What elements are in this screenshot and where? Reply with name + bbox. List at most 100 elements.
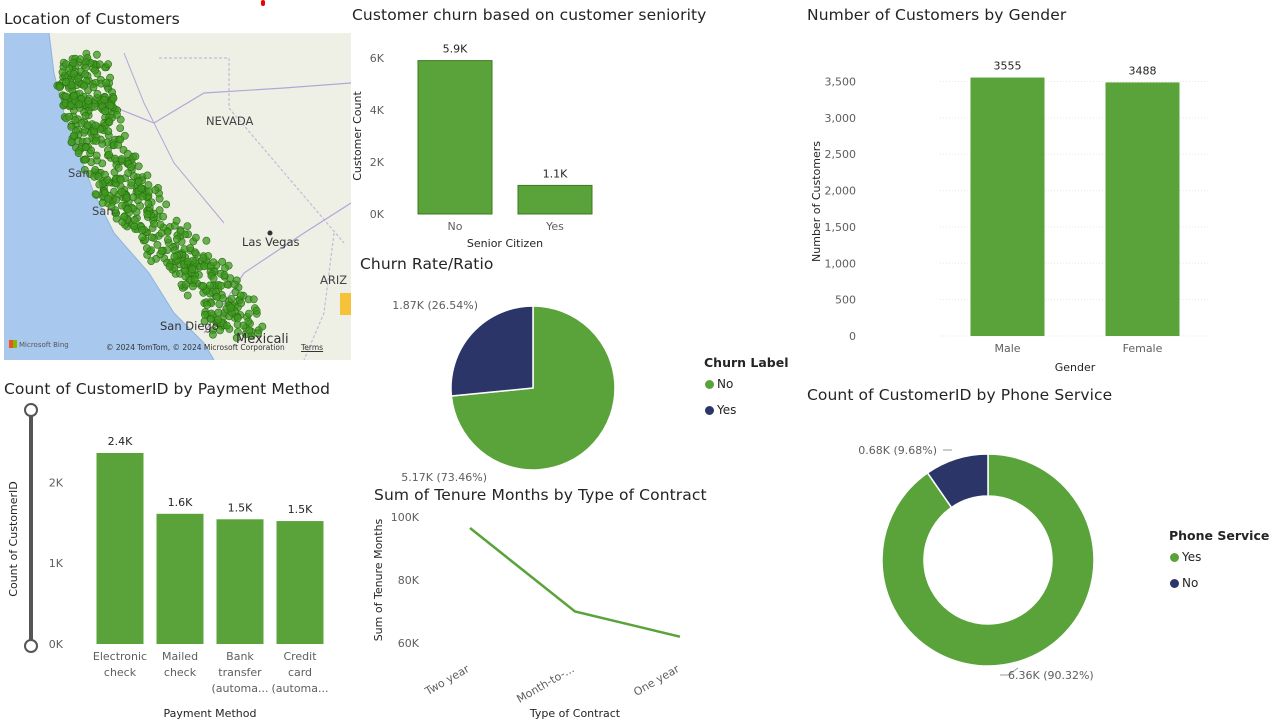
phone-legend-title: Phone Service xyxy=(1169,528,1270,543)
customer-dot xyxy=(70,131,78,140)
y-axis-title: Count of CustomerID xyxy=(7,481,20,596)
customer-dot xyxy=(114,163,123,172)
customer-dot xyxy=(191,233,200,242)
bar[interactable] xyxy=(517,184,593,215)
customer-dot xyxy=(92,151,101,160)
customer-dots xyxy=(53,49,267,342)
customer-dot xyxy=(163,235,172,244)
y-tick-label: 1,000 xyxy=(825,257,857,270)
customer-dot xyxy=(142,244,151,253)
zoom-slider-handle-bottom[interactable] xyxy=(24,639,38,653)
y-tick-label: 4K xyxy=(370,104,385,117)
bar[interactable] xyxy=(216,519,264,644)
pie-slice[interactable] xyxy=(450,305,534,397)
y-tick-label: 60K xyxy=(398,637,420,650)
gender-chart[interactable]: 0 500 1,000 1,500 2,000 2,500 3,000 3,500 3555 Ma… xyxy=(800,30,1230,380)
y-tick-label: 0K xyxy=(49,638,64,651)
churn-pie-chart[interactable]: 5.17K (73.46%) 1.87K (26.54%) xyxy=(390,280,740,490)
y-tick-label: 2,500 xyxy=(825,148,857,161)
customer-dot xyxy=(186,244,195,252)
customer-dot xyxy=(165,262,174,271)
customer-dot xyxy=(214,308,223,317)
coastline xyxy=(48,33,215,360)
customer-dot xyxy=(183,257,192,266)
customer-dot xyxy=(111,154,119,163)
bar-data-label: 1.5K xyxy=(288,503,313,516)
pie-slice[interactable] xyxy=(926,453,989,509)
customer-dot xyxy=(138,192,147,201)
customer-dot xyxy=(176,227,185,236)
customer-dot xyxy=(65,64,74,73)
bing-logo-icon xyxy=(9,340,17,348)
map-terms-link[interactable]: Terms xyxy=(301,343,324,352)
customer-dot xyxy=(91,66,99,75)
customer-dot xyxy=(134,162,143,171)
customer-dot xyxy=(69,59,78,67)
zoom-slider-handle-top[interactable] xyxy=(24,403,38,417)
customer-dot xyxy=(80,81,88,90)
customer-dot xyxy=(81,143,90,152)
x-tick-label: Month-to-... xyxy=(514,662,576,705)
legend-item-yes[interactable]: Yes xyxy=(1170,550,1201,564)
legend-item-no[interactable]: No xyxy=(705,377,733,391)
bing-logo: Microsoft Bing xyxy=(9,340,69,349)
customer-dot xyxy=(123,149,132,158)
pie-slice[interactable] xyxy=(881,453,1095,667)
legend-item-yes[interactable]: Yes xyxy=(705,403,736,417)
customer-location-map[interactable]: NEVADA San San Las Vegas ARIZ San Diego … xyxy=(4,33,351,360)
customer-dot xyxy=(70,92,78,100)
customer-dot xyxy=(172,235,181,244)
x-tick-label: No xyxy=(448,220,463,233)
x-tick-label: One year xyxy=(631,662,682,699)
customer-dot xyxy=(105,118,114,126)
map-place-ariz: ARIZ xyxy=(320,273,348,287)
customer-dot xyxy=(188,265,197,273)
map-place-nevada: NEVADA xyxy=(206,114,254,128)
payment-chart[interactable]: 0K 1K 2K 2.4K Electronic check 1.6K Mailed check… xyxy=(0,400,350,720)
customer-dot xyxy=(137,184,146,193)
x-axis-title: Gender xyxy=(1055,361,1096,374)
x-tick-label: Mailed xyxy=(162,650,198,663)
bar[interactable] xyxy=(276,521,324,644)
customer-dot xyxy=(188,282,197,291)
tenure-line[interactable] xyxy=(469,527,681,638)
payment-chart-title: Count of CustomerID by Payment Method xyxy=(4,380,331,398)
customer-dot xyxy=(144,199,153,208)
customer-dot xyxy=(162,200,171,209)
y-tick-label: 2K xyxy=(370,156,385,169)
y-tick-label: 80K xyxy=(398,574,420,587)
customer-dot xyxy=(84,96,93,105)
legend-item-no[interactable]: No xyxy=(1170,576,1198,590)
legend-swatch xyxy=(705,406,714,415)
x-tick-label: check xyxy=(104,666,137,679)
phone-donut-chart[interactable]: 6.36K (90.32%) 0.68K (9.68%) xyxy=(840,430,1180,700)
bar[interactable] xyxy=(96,452,144,644)
bar[interactable] xyxy=(156,513,204,644)
x-tick-label: transfer xyxy=(218,666,262,679)
bar[interactable] xyxy=(1105,82,1180,337)
map-place-san-2: San xyxy=(92,204,114,218)
map-place-san-1: San xyxy=(68,166,90,180)
customer-dot xyxy=(220,271,229,280)
bar[interactable] xyxy=(970,77,1045,336)
x-tick-label: Bank xyxy=(226,650,254,663)
customer-dot xyxy=(214,315,222,324)
x-axis-title: Senior Citizen xyxy=(467,237,543,250)
bar[interactable] xyxy=(417,60,493,215)
slice-data-label: 0.68K (9.68%) xyxy=(858,444,937,457)
tenure-line-chart[interactable]: 60K 80K 100K Two year Month-to-... One year Ty… xyxy=(365,505,745,720)
customer-dot xyxy=(202,236,211,245)
legend-label: Yes xyxy=(717,403,737,417)
slice-data-label: 6.36K (90.32%) xyxy=(1008,669,1094,682)
x-tick-label: (automa... xyxy=(212,682,269,695)
customer-dot xyxy=(101,107,110,116)
customer-dot xyxy=(199,254,208,262)
gender-chart-title: Number of Customers by Gender xyxy=(807,6,1067,24)
customer-dot xyxy=(75,100,84,109)
customer-dot xyxy=(200,310,209,319)
bar-data-label: 3488 xyxy=(1129,64,1157,77)
tenure-chart-title: Sum of Tenure Months by Type of Contract xyxy=(374,486,707,504)
customer-dot xyxy=(55,83,64,92)
map-place-mexicali: Mexicali xyxy=(236,332,289,347)
